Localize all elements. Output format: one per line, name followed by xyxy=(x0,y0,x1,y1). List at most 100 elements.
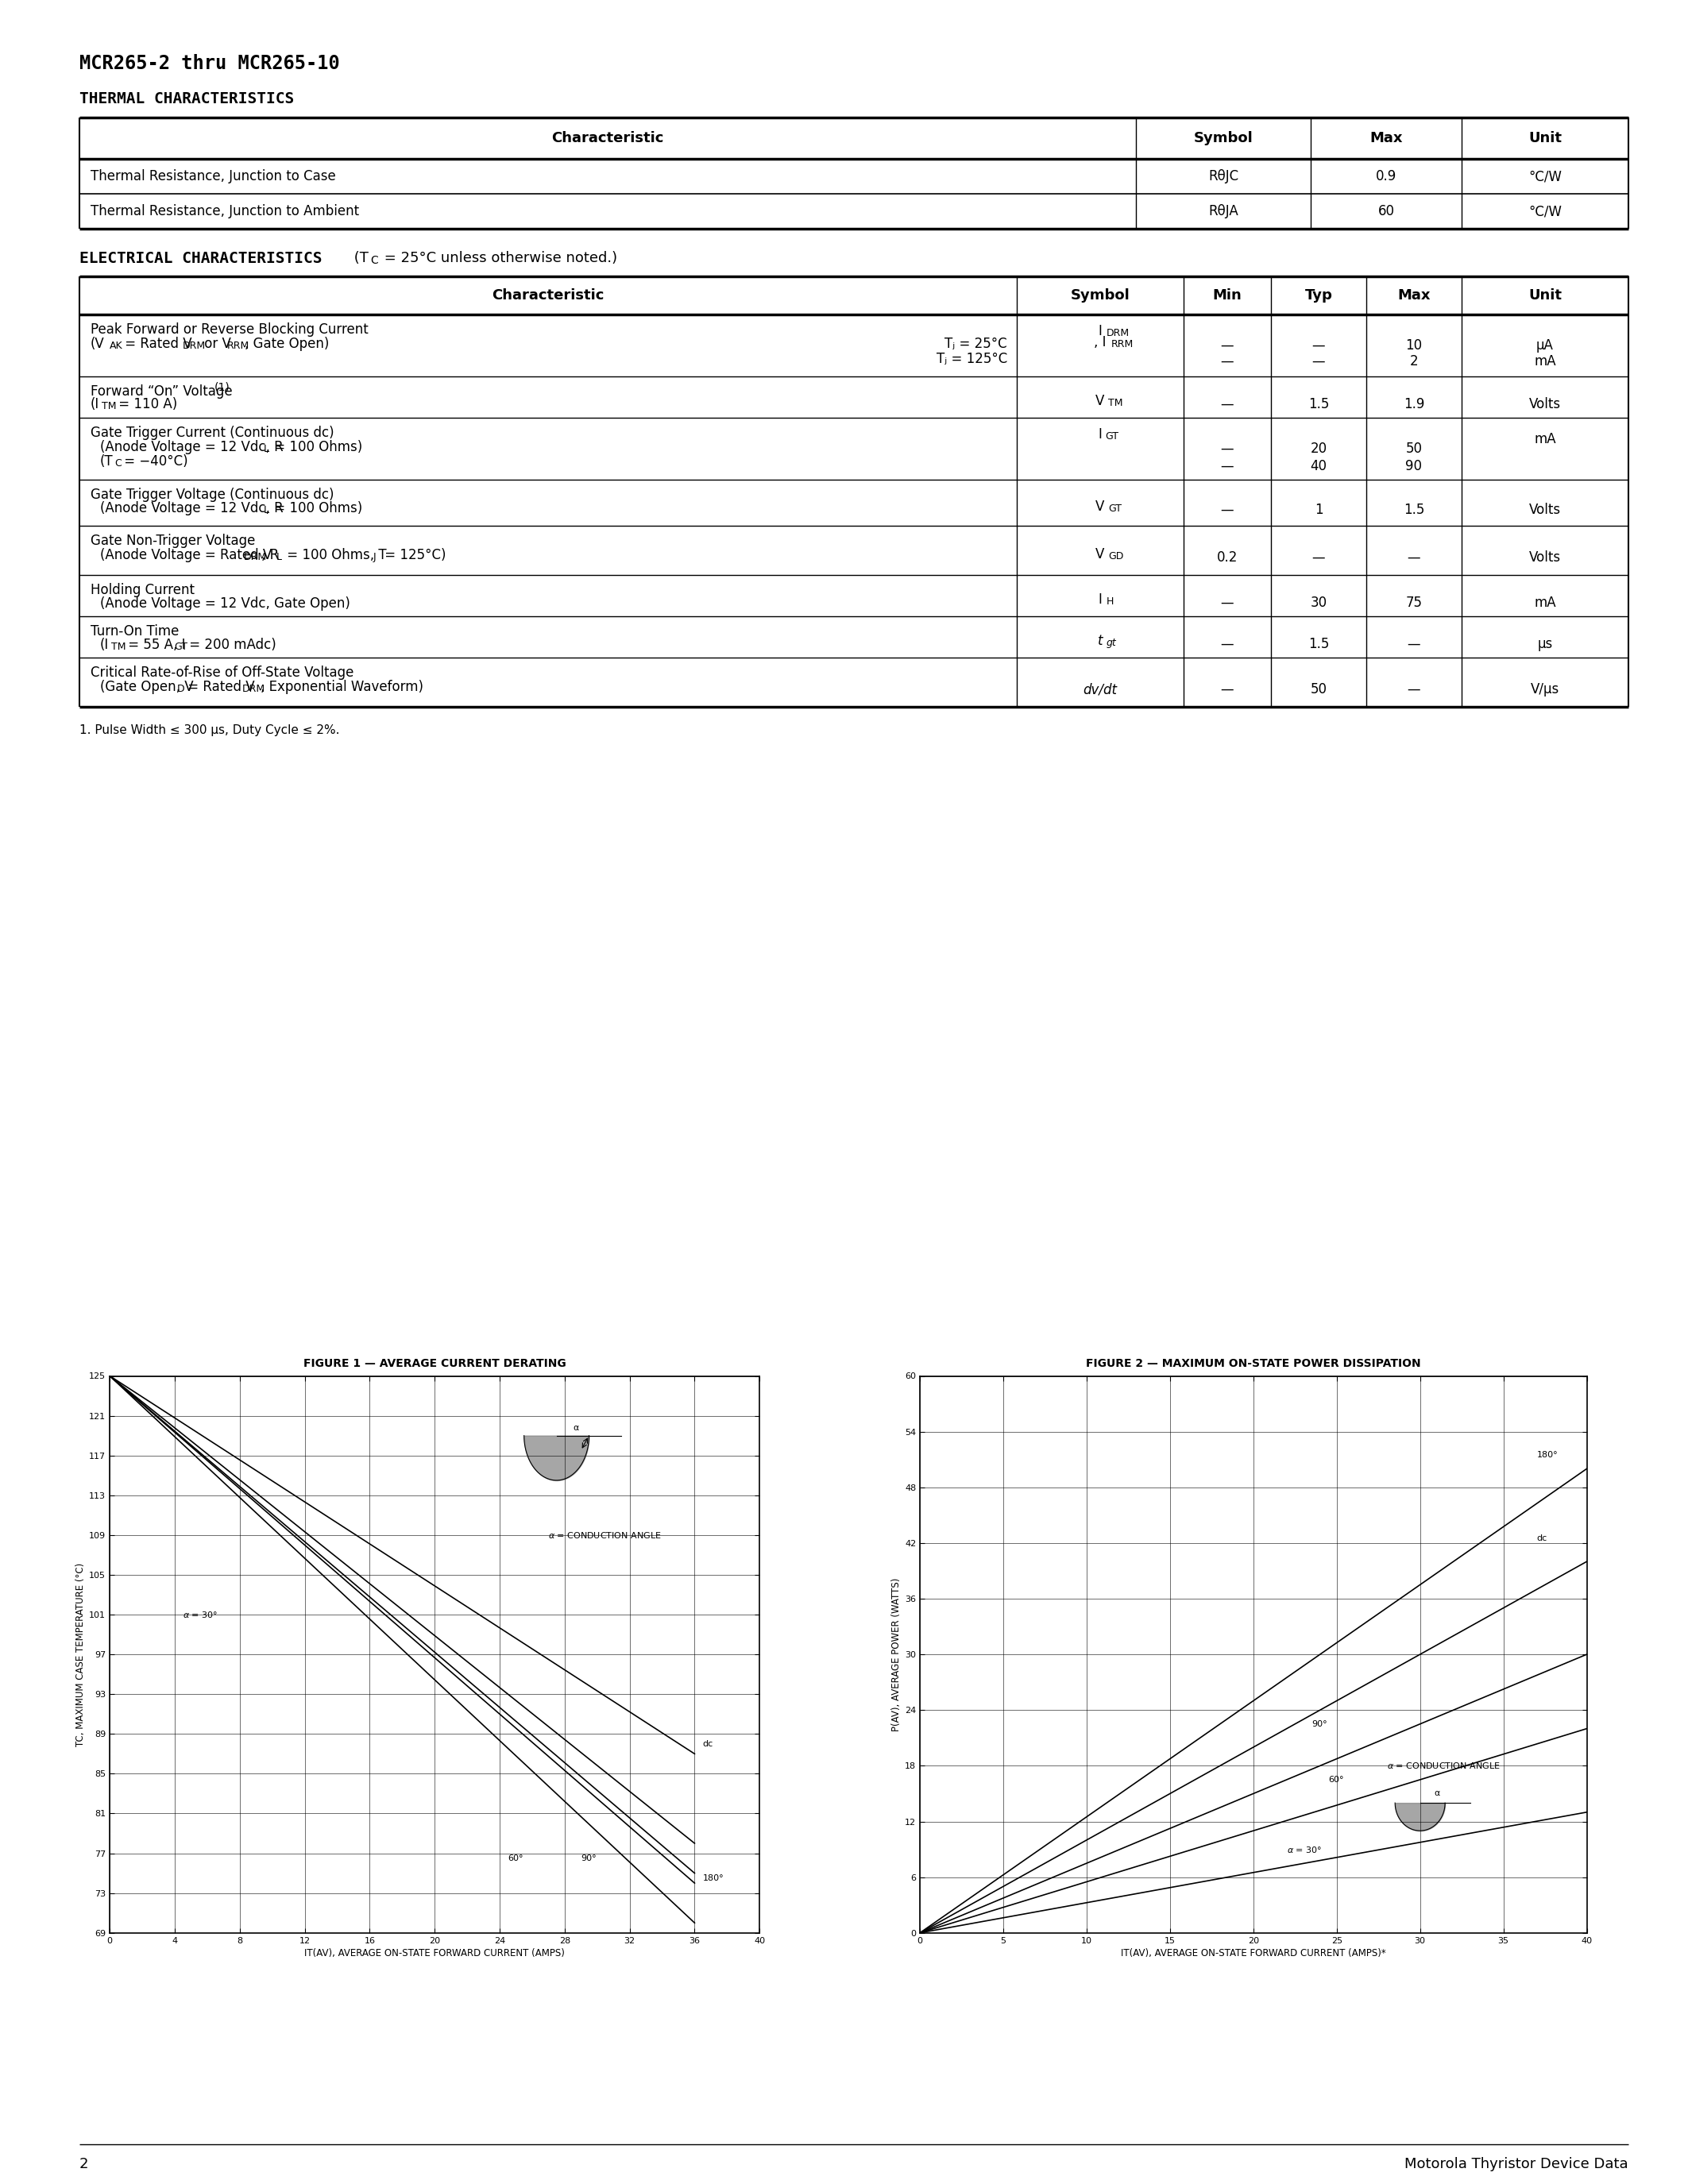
Text: = 125°C): = 125°C) xyxy=(380,548,446,561)
Text: TM: TM xyxy=(111,642,127,653)
Text: Max: Max xyxy=(1398,288,1430,304)
Text: 75: 75 xyxy=(1406,596,1423,609)
Text: —: — xyxy=(1408,681,1421,697)
Text: TM: TM xyxy=(1107,397,1123,408)
Y-axis label: TC, MAXIMUM CASE TEMPERATURE (°C): TC, MAXIMUM CASE TEMPERATURE (°C) xyxy=(76,1562,86,1747)
Text: (I: (I xyxy=(91,397,100,411)
Text: $\alpha$ = 30°: $\alpha$ = 30° xyxy=(1286,1845,1322,1854)
Text: DRM: DRM xyxy=(243,553,267,561)
X-axis label: IT(AV), AVERAGE ON-STATE FORWARD CURRENT (AMPS)*: IT(AV), AVERAGE ON-STATE FORWARD CURRENT… xyxy=(1121,1948,1386,1959)
Text: J: J xyxy=(373,553,376,561)
Text: —: — xyxy=(1220,596,1234,609)
Text: Volts: Volts xyxy=(1529,397,1561,411)
Text: Unit: Unit xyxy=(1528,131,1561,146)
Text: V: V xyxy=(1096,393,1104,408)
Text: Critical Rate-of-Rise of Off-State Voltage: Critical Rate-of-Rise of Off-State Volta… xyxy=(91,666,354,679)
Text: = 25°C unless otherwise noted.): = 25°C unless otherwise noted.) xyxy=(380,251,618,264)
Text: GT: GT xyxy=(1106,430,1119,441)
Text: Characteristic: Characteristic xyxy=(491,288,604,304)
Text: Characteristic: Characteristic xyxy=(552,131,663,146)
Text: Typ: Typ xyxy=(1305,288,1332,304)
Text: C: C xyxy=(370,256,378,266)
Text: —: — xyxy=(1312,339,1325,352)
Text: (Anode Voltage = 12 Vdc, Gate Open): (Anode Voltage = 12 Vdc, Gate Open) xyxy=(100,596,349,612)
Text: (Anode Voltage = 12 Vdc, R: (Anode Voltage = 12 Vdc, R xyxy=(100,439,284,454)
Text: dc: dc xyxy=(702,1741,714,1747)
Text: D: D xyxy=(177,684,184,695)
Text: $\alpha$ = CONDUCTION ANGLE: $\alpha$ = CONDUCTION ANGLE xyxy=(549,1531,662,1540)
X-axis label: IT(AV), AVERAGE ON-STATE FORWARD CURRENT (AMPS): IT(AV), AVERAGE ON-STATE FORWARD CURRENT… xyxy=(304,1948,565,1959)
Title: FIGURE 1 — AVERAGE CURRENT DERATING: FIGURE 1 — AVERAGE CURRENT DERATING xyxy=(304,1358,565,1369)
Text: mA: mA xyxy=(1534,596,1556,609)
Title: FIGURE 2 — MAXIMUM ON-STATE POWER DISSIPATION: FIGURE 2 — MAXIMUM ON-STATE POWER DISSIP… xyxy=(1085,1358,1421,1369)
Text: L: L xyxy=(263,443,270,454)
Text: V: V xyxy=(1096,500,1104,513)
Text: 60°: 60° xyxy=(508,1854,523,1863)
Text: $\alpha$ = CONDUCTION ANGLE: $\alpha$ = CONDUCTION ANGLE xyxy=(1388,1760,1501,1771)
Text: —: — xyxy=(1220,441,1234,456)
Text: RRM: RRM xyxy=(228,341,250,352)
Text: 0.2: 0.2 xyxy=(1217,550,1237,566)
Text: 1. Pulse Width ≤ 300 μs, Duty Cycle ≤ 2%.: 1. Pulse Width ≤ 300 μs, Duty Cycle ≤ 2%… xyxy=(79,725,339,736)
Text: (Anode Voltage = 12 Vdc, R: (Anode Voltage = 12 Vdc, R xyxy=(100,500,284,515)
Text: = Rated V: = Rated V xyxy=(184,679,255,695)
Text: (Anode Voltage = Rated V: (Anode Voltage = Rated V xyxy=(100,548,272,561)
Text: ELECTRICAL CHARACTERISTICS: ELECTRICAL CHARACTERISTICS xyxy=(79,251,322,266)
Text: , Gate Open): , Gate Open) xyxy=(245,336,329,352)
Text: MCR265-2 thru MCR265-10: MCR265-2 thru MCR265-10 xyxy=(79,55,339,72)
Text: 0.9: 0.9 xyxy=(1376,168,1396,183)
Text: GT: GT xyxy=(1107,505,1121,513)
Text: , R: , R xyxy=(262,548,279,561)
Text: C: C xyxy=(115,459,122,470)
Text: = 55 A, I: = 55 A, I xyxy=(123,638,186,653)
Text: °C/W: °C/W xyxy=(1528,168,1561,183)
Text: 90°: 90° xyxy=(1312,1721,1327,1728)
Text: GT: GT xyxy=(174,642,187,653)
Text: Holding Current: Holding Current xyxy=(91,583,194,596)
Y-axis label: P(AV), AVERAGE POWER (WATTS): P(AV), AVERAGE POWER (WATTS) xyxy=(891,1577,901,1732)
Text: = 100 Ohms): = 100 Ohms) xyxy=(270,439,363,454)
Text: = Rated V: = Rated V xyxy=(122,336,192,352)
Text: (1): (1) xyxy=(214,382,230,393)
Text: THERMAL CHARACTERISTICS: THERMAL CHARACTERISTICS xyxy=(79,92,294,107)
Text: mA: mA xyxy=(1534,354,1556,369)
Text: Tⱼ = 25°C: Tⱼ = 25°C xyxy=(945,336,1008,352)
Text: Turn-On Time: Turn-On Time xyxy=(91,625,179,638)
Text: 1.5: 1.5 xyxy=(1308,638,1328,651)
Text: —: — xyxy=(1220,397,1234,411)
Text: 40: 40 xyxy=(1310,459,1327,474)
Text: gt: gt xyxy=(1107,638,1117,649)
Text: —: — xyxy=(1312,354,1325,369)
Text: Thermal Resistance, Junction to Ambient: Thermal Resistance, Junction to Ambient xyxy=(91,203,360,218)
Text: t: t xyxy=(1097,633,1102,649)
Text: Motorola Thyristor Device Data: Motorola Thyristor Device Data xyxy=(1404,2158,1629,2171)
Text: = 200 mAdc): = 200 mAdc) xyxy=(186,638,277,653)
Text: mA: mA xyxy=(1534,432,1556,446)
Text: (I: (I xyxy=(100,638,110,653)
Text: μs: μs xyxy=(1538,638,1553,651)
Text: —: — xyxy=(1220,681,1234,697)
Text: L: L xyxy=(277,553,282,561)
Text: Forward “On” Voltage: Forward “On” Voltage xyxy=(91,384,233,400)
Text: 20: 20 xyxy=(1310,441,1327,456)
Text: —: — xyxy=(1220,339,1234,352)
Text: 60: 60 xyxy=(1377,203,1394,218)
Text: °C/W: °C/W xyxy=(1528,203,1561,218)
Text: (T: (T xyxy=(100,454,113,470)
Text: 30: 30 xyxy=(1310,596,1327,609)
Text: μA: μA xyxy=(1536,339,1553,352)
Text: Gate Trigger Current (Continuous dc): Gate Trigger Current (Continuous dc) xyxy=(91,426,334,439)
Text: α: α xyxy=(574,1424,579,1433)
Text: Min: Min xyxy=(1212,288,1242,304)
Text: V/μs: V/μs xyxy=(1531,681,1560,697)
Text: —: — xyxy=(1220,638,1234,651)
Text: dc: dc xyxy=(1536,1535,1548,1542)
Text: I: I xyxy=(1099,323,1102,339)
Text: 50: 50 xyxy=(1406,441,1423,456)
Text: —: — xyxy=(1220,502,1234,518)
Text: 90: 90 xyxy=(1406,459,1423,474)
Text: 1.5: 1.5 xyxy=(1403,502,1425,518)
Text: V: V xyxy=(1096,548,1104,561)
Text: RθJC: RθJC xyxy=(1209,168,1239,183)
Text: or V: or V xyxy=(201,336,231,352)
